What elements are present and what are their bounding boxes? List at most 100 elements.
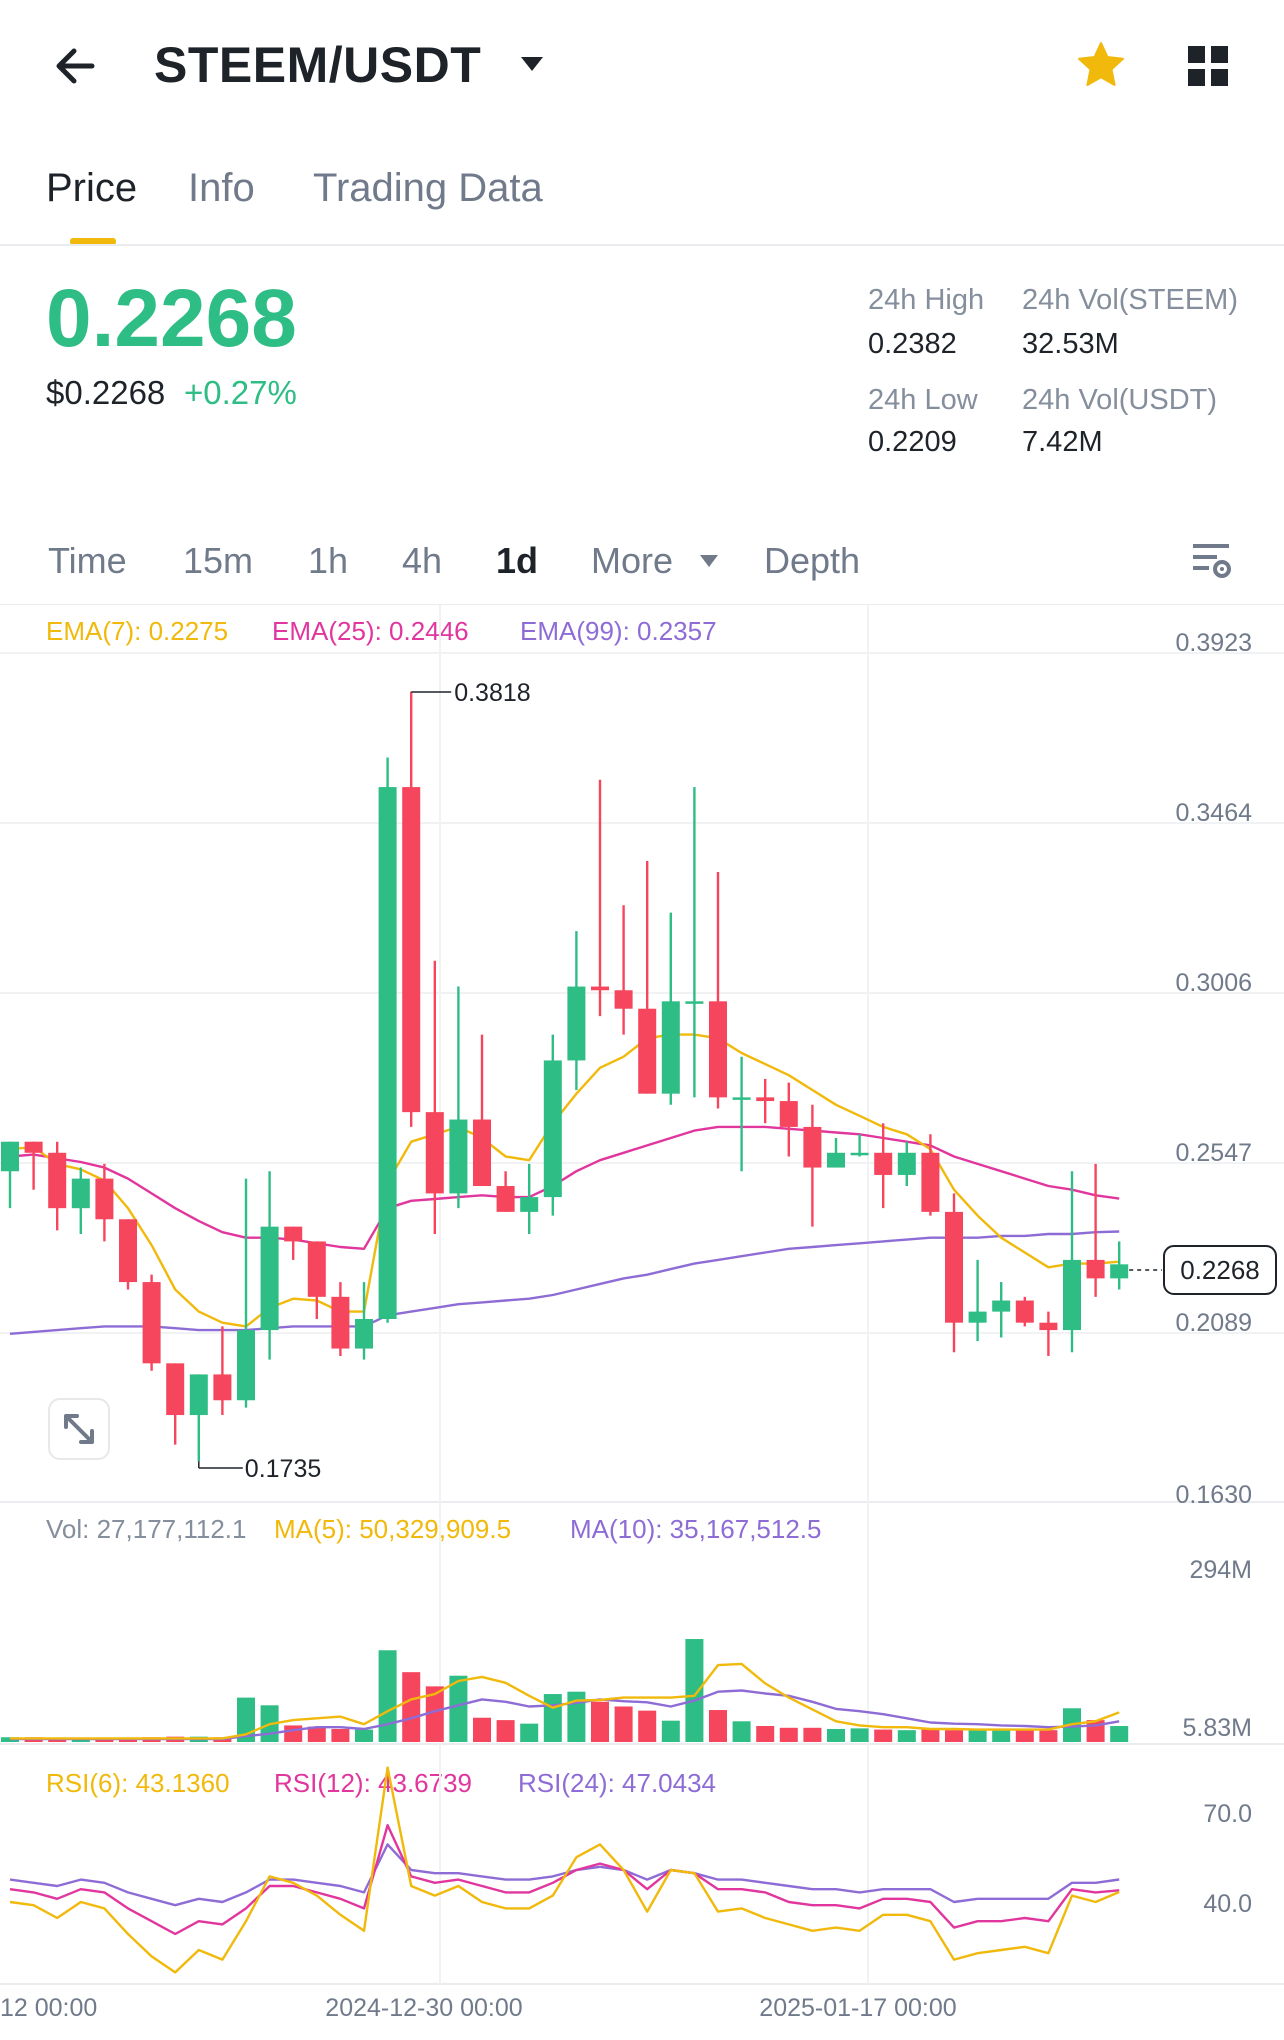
candle-body <box>921 1152 940 1212</box>
candle-body <box>402 787 421 1113</box>
candle-body <box>213 1374 232 1401</box>
volume-bar <box>638 1710 657 1742</box>
candle-body <box>355 1319 373 1349</box>
candle-body <box>142 1282 161 1364</box>
price-axis-label: 0.1630 <box>1176 1481 1252 1509</box>
legend-rsi6: RSI(6): 43.1360 <box>46 1768 230 1798</box>
legend-ma10: MA(10): 35,167,512.5 <box>570 1514 822 1544</box>
volume-ma-lines <box>10 1662 1120 1741</box>
interval-depth[interactable]: Depth <box>764 540 861 581</box>
ema25-line <box>9 1125 1120 1251</box>
chevron-down-icon[interactable] <box>698 552 720 570</box>
volume-bar <box>307 1726 326 1742</box>
candle-body <box>119 1219 137 1283</box>
volume-bar <box>378 1650 397 1742</box>
high-marker-label: 0.3818 <box>454 679 530 707</box>
chevron-down-icon[interactable] <box>518 52 546 76</box>
volume-bar <box>756 1726 775 1742</box>
tab-info[interactable]: Info <box>188 166 255 210</box>
ma5-line <box>10 1662 1120 1740</box>
volume-bar <box>661 1720 680 1742</box>
rsi12-line <box>9 1823 1120 1936</box>
chart-settings-icon[interactable] <box>1190 538 1234 582</box>
stat-vol-base-label: 24h Vol(STEEM) <box>1022 284 1238 316</box>
volume-bar <box>827 1728 845 1742</box>
pair-title[interactable]: STEEM/USDT <box>154 37 482 93</box>
interval-1d[interactable]: 1d <box>496 540 539 581</box>
volume-bars <box>1 1639 1129 1742</box>
low-marker-label: 0.1735 <box>245 1455 321 1483</box>
usd-price: $0.2268 <box>46 374 166 411</box>
candle-body <box>614 990 633 1009</box>
candle-body <box>1039 1322 1058 1331</box>
candle-body <box>591 986 609 991</box>
price-change-percent: +0.27% <box>184 374 297 411</box>
candle-body <box>496 1186 515 1212</box>
rsi-axis-label: 70.0 <box>1203 1800 1252 1828</box>
stat-vol-quote-value: 7.42M <box>1022 426 1103 458</box>
volume-bar <box>779 1727 798 1742</box>
current-price-tag <box>1163 1245 1277 1295</box>
back-arrow-icon[interactable] <box>48 38 104 94</box>
candle-body <box>567 986 586 1061</box>
interval-1h[interactable]: 1h <box>308 540 349 581</box>
candle-body <box>968 1311 987 1323</box>
axis-labels: 0.3923 0.3464 0.3006 0.2547 0.2089 0.1630 294M… <box>0 629 1252 2022</box>
rsi-axis-label: 40.0 <box>1203 1890 1252 1918</box>
candle-body <box>24 1141 43 1153</box>
price-axis-label: 0.2089 <box>1176 1309 1252 1337</box>
candle-body <box>307 1241 326 1297</box>
volume-bar <box>331 1728 350 1742</box>
candle-body <box>95 1178 114 1220</box>
candle-body <box>1110 1264 1129 1279</box>
interval-15m[interactable]: 15m <box>183 540 254 581</box>
rsi24-line <box>9 1843 1120 1907</box>
interval-time[interactable]: Time <box>48 540 127 581</box>
current-price-label: 0.2268 <box>1180 1255 1260 1285</box>
volume-bar <box>1039 1730 1058 1742</box>
stat-low-value: 0.2209 <box>868 426 957 458</box>
candle-body <box>473 1119 491 1187</box>
interval-more[interactable]: More <box>591 540 674 581</box>
volume-bar <box>921 1729 940 1742</box>
volume-bar <box>803 1727 822 1742</box>
chart-gridlines <box>0 605 1284 1985</box>
candle-body <box>992 1300 1011 1312</box>
star-icon[interactable] <box>1076 40 1126 90</box>
interval-4h[interactable]: 4h <box>402 540 443 581</box>
legend-rsi24: RSI(24): 47.0434 <box>518 1768 717 1798</box>
interval-divider <box>0 604 1284 605</box>
volume-bar <box>543 1694 562 1742</box>
volume-bar <box>968 1729 987 1742</box>
volume-bar <box>237 1697 255 1742</box>
grid-icon[interactable] <box>1186 44 1230 88</box>
volume-bar <box>355 1729 373 1742</box>
candle-body <box>827 1152 845 1168</box>
volume-bar <box>520 1723 539 1742</box>
volume-bar <box>709 1710 727 1742</box>
last-price: 0.2268 <box>46 273 297 364</box>
tab-trading-data[interactable]: Trading Data <box>313 166 543 210</box>
candle-body <box>850 1152 869 1156</box>
candle-body <box>803 1126 822 1168</box>
volume-bar <box>1015 1729 1034 1742</box>
candle-body <box>520 1197 539 1212</box>
tab-price[interactable]: Price <box>46 166 138 210</box>
candle-body <box>260 1226 279 1331</box>
candle-body <box>897 1152 916 1175</box>
expand-chart-button[interactable] <box>48 1398 110 1460</box>
rsi-lines <box>9 1766 1120 1974</box>
volume-bar <box>402 1672 421 1742</box>
volume-bar <box>449 1675 468 1742</box>
candle-body <box>331 1296 350 1349</box>
candle-body <box>756 1097 775 1102</box>
volume-bar <box>284 1725 303 1742</box>
candlestick-chart[interactable]: 0.3923 0.3464 0.3006 0.2547 0.2089 0.1630 294M… <box>0 605 1284 2040</box>
price-axis-label: 0.3923 <box>1176 629 1252 657</box>
candle-body <box>425 1112 444 1194</box>
candle-body <box>1063 1259 1081 1331</box>
candle-body <box>661 1001 680 1094</box>
candle-body <box>237 1330 255 1401</box>
stat-low-label: 24h Low <box>868 384 978 416</box>
price-axis-label: 0.2547 <box>1176 1139 1252 1167</box>
